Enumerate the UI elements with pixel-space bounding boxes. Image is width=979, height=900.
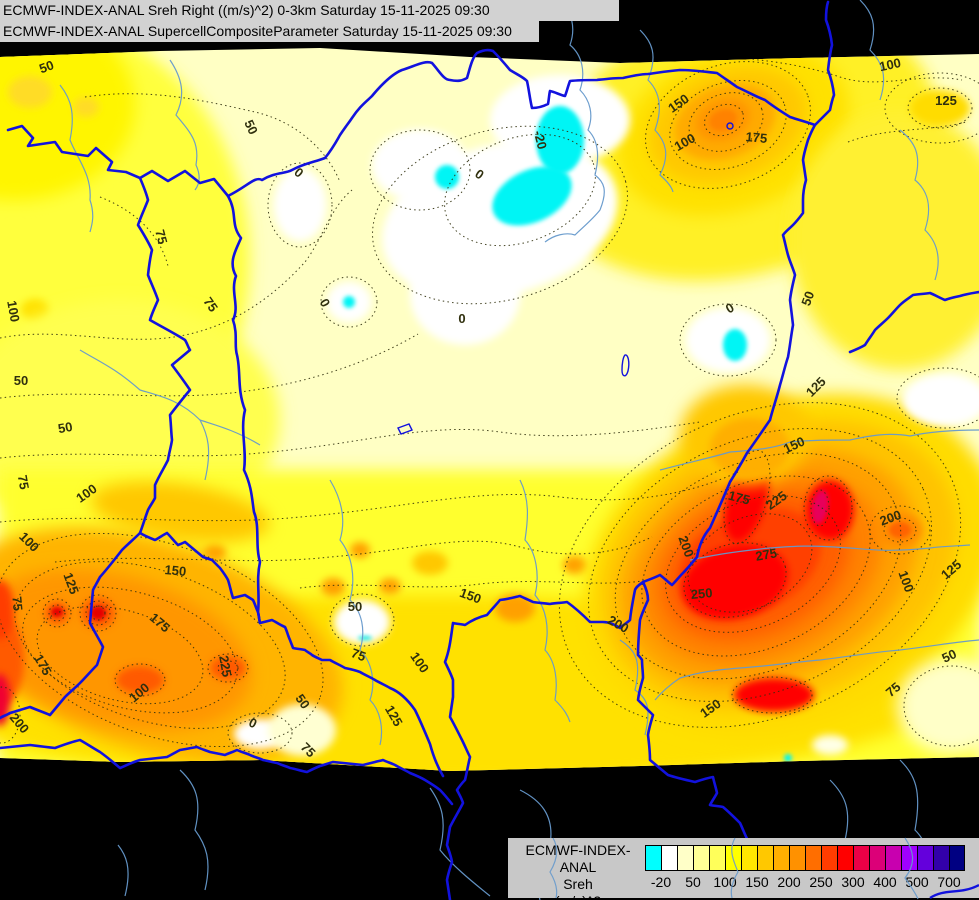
contour-label: 75 xyxy=(152,228,170,246)
legend-color-cell xyxy=(869,845,885,871)
contour-label: 50 xyxy=(14,373,28,388)
border-south xyxy=(0,738,454,806)
legend-tick: 150 xyxy=(745,874,769,890)
legend-color-cell xyxy=(757,845,773,871)
border-northeast xyxy=(226,48,817,198)
contour-label: 75 xyxy=(200,294,221,314)
border-austria xyxy=(0,176,192,720)
legend-tick: 500 xyxy=(905,874,929,890)
contour-label: 175 xyxy=(727,488,752,508)
contour-label: 200 xyxy=(675,534,697,560)
legend-color-cell xyxy=(741,845,757,871)
contour-label: 75 xyxy=(349,645,368,664)
lake-small-ne xyxy=(726,122,734,130)
legend-text: ECMWF-INDEX-ANAL Sreh (m/s)^2 xyxy=(514,842,642,900)
contour-label: 75 xyxy=(9,596,25,612)
contour-label: 100 xyxy=(4,299,23,323)
stream-rivers xyxy=(59,0,979,900)
header-line-2-text: ECMWF-INDEX-ANAL SupercellCompositeParam… xyxy=(3,23,512,39)
legend-color-cell xyxy=(885,845,901,871)
legend-title: ECMWF-INDEX-ANAL xyxy=(525,842,631,875)
legend-tick: 300 xyxy=(841,874,865,890)
contour-label: 150 xyxy=(164,562,187,579)
shaded-field xyxy=(0,48,979,771)
legend-tick-labels: -20 50 100 150 200 250 300 400 500 700 xyxy=(645,874,965,892)
legend-color-cell xyxy=(677,845,693,871)
legend-color-cell xyxy=(837,845,853,871)
legend-color-cell xyxy=(693,845,709,871)
contour-label: 75 xyxy=(15,474,32,491)
contour-label: 50 xyxy=(348,599,362,614)
legend-color-cell xyxy=(709,845,725,871)
legend-color-cell xyxy=(725,845,741,871)
contour-label: 50 xyxy=(57,419,74,436)
legend-color-cell xyxy=(853,845,869,871)
contour-lines xyxy=(0,56,979,754)
legend-box: ECMWF-INDEX-ANAL Sreh (m/s)^2 -20 50 100 15… xyxy=(508,838,979,900)
legend-color-cell xyxy=(805,845,821,871)
legend-color-cell xyxy=(773,845,789,871)
legend-color-cell xyxy=(901,845,917,871)
contour-label: 50 xyxy=(37,57,56,76)
header-line-1: ECMWF-INDEX-ANAL Sreh Right ((m/s)^2) 0-… xyxy=(0,0,619,21)
legend-color-cell xyxy=(917,845,933,871)
legend-tick: 100 xyxy=(713,874,737,890)
contour-label: -20 xyxy=(531,129,550,151)
contour-label: 50 xyxy=(798,289,817,308)
header-line-1-text: ECMWF-INDEX-ANAL Sreh Right ((m/s)^2) 0-… xyxy=(3,2,490,18)
contour-label: 150 xyxy=(458,585,484,607)
border-romania xyxy=(848,290,979,354)
legend-tick: -20 xyxy=(650,874,672,890)
legend-tick: 400 xyxy=(873,874,897,890)
tisza-river xyxy=(443,0,836,900)
contour-label: 50 xyxy=(292,691,313,711)
legend-color-cell xyxy=(821,845,837,871)
legend-parameter: Sreh xyxy=(563,876,593,892)
contour-label: 100 xyxy=(878,55,902,74)
legend-tick: 700 xyxy=(937,874,961,890)
legend-units: (m/s)^2 xyxy=(514,893,642,900)
contour-label: 225 xyxy=(216,654,235,678)
legend-color-cell xyxy=(789,845,805,871)
contour-label: 250 xyxy=(690,585,713,602)
legend-color-cell xyxy=(645,845,661,871)
contour-label: 275 xyxy=(754,545,778,564)
legend-color-cell xyxy=(661,845,677,871)
lake-velence xyxy=(397,423,413,435)
legend-colorbar xyxy=(645,845,965,871)
legend-tick: 50 xyxy=(685,874,701,890)
contour-label: 50 xyxy=(241,117,261,136)
drava-river xyxy=(138,531,445,778)
contour-label: 125 xyxy=(935,93,957,108)
contour-label: 125 xyxy=(60,571,82,597)
contour-label: 175 xyxy=(745,129,768,146)
contour-label: 100 xyxy=(895,569,917,595)
contour-label: 200 xyxy=(878,507,904,529)
danube-river-south xyxy=(226,194,262,625)
header-line-2: ECMWF-INDEX-ANAL SupercellCompositeParam… xyxy=(0,21,539,42)
lakes xyxy=(397,122,734,435)
contour-label: 0 xyxy=(458,311,465,326)
legend-tick: 200 xyxy=(777,874,801,890)
danube-river-north xyxy=(6,124,230,198)
lake-small-east xyxy=(621,354,630,377)
legend-color-cell xyxy=(933,845,949,871)
contour-label: 50 xyxy=(939,646,958,666)
legend-color-cell xyxy=(949,845,965,871)
legend-tick: 250 xyxy=(809,874,833,890)
